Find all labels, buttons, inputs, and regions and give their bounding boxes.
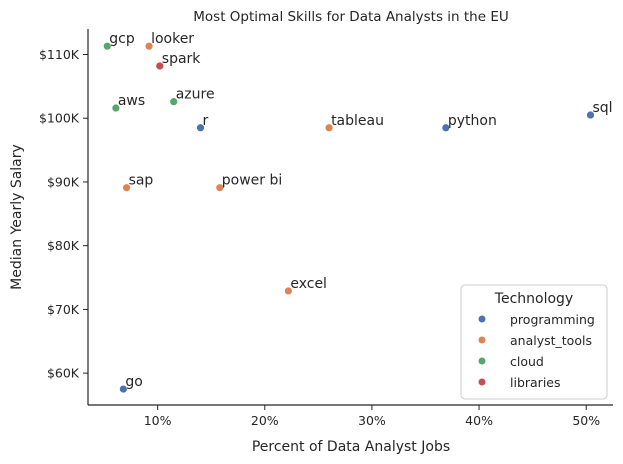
legend-title: Technology [494, 291, 573, 307]
plot-area: 10% 20% 30% 40% 50% $60K $70K $80K $90K $100K $11… [39, 29, 613, 428]
point-label-gcp: gcp [109, 31, 135, 47]
x-tick-label: 50% [572, 413, 600, 428]
point-label-excel: excel [290, 276, 327, 292]
data-point-azure [169, 97, 179, 107]
y-axis-label: Median Yearly Salary [9, 144, 25, 290]
point-label-aws: aws [118, 93, 145, 109]
data-point-sql [586, 110, 595, 120]
legend: Technology programming analyst_toolscloud… [460, 284, 608, 400]
data-point-sap [122, 183, 131, 193]
data-point-excel [283, 286, 293, 296]
point-label-sap: sap [129, 173, 154, 189]
point-label-tableau: tableau [331, 113, 384, 129]
point-label-go: go [125, 374, 142, 390]
data-points [102, 41, 595, 394]
point-label-azure: azure [176, 87, 215, 103]
y-tick-label: $90K [47, 174, 80, 189]
legend-label-cloud: cloud [510, 354, 544, 369]
x-tick-label: 10% [144, 413, 172, 428]
point-labels: sql python r go tableau looker power bi sap exce… [109, 31, 612, 390]
y-tick-label: $110K [39, 47, 80, 62]
data-point-tableau [324, 123, 334, 133]
point-label-r: r [203, 113, 209, 129]
data-point-power-bi [215, 183, 225, 193]
point-label-python: python [448, 113, 497, 129]
x-tick-label: 30% [358, 413, 386, 428]
legend-label-programming: programming [510, 312, 595, 327]
point-label-sql: sql [593, 100, 613, 116]
x-ticks: 10% 20% 30% 40% 50% [144, 405, 600, 428]
point-label-spark: spark [162, 51, 202, 67]
data-point-looker [144, 41, 154, 51]
data-point-go [118, 384, 128, 394]
x-tick-label: 20% [251, 413, 279, 428]
legend-box [460, 284, 608, 400]
x-axis-label: Percent of Data Analyst Jobs [252, 439, 450, 455]
y-tick-label: $80K [47, 238, 80, 253]
y-tick-label: $70K [47, 302, 80, 317]
y-ticks: $60K $70K $80K $90K $100K $110K [39, 47, 88, 381]
legend-label-analyst-tools: analyst_tools [510, 333, 592, 348]
chart-title: Most Optimal Skills for Data Analysts in… [193, 9, 508, 25]
legend-marker-cloud [478, 357, 486, 365]
data-point-python [441, 123, 451, 133]
data-point-spark [155, 61, 165, 71]
point-label-looker: looker [151, 31, 194, 47]
legend-marker-analyst-tools [478, 336, 486, 344]
legend-label-libraries: libraries [510, 375, 561, 390]
y-tick-label: $100K [39, 111, 80, 126]
legend-marker-programming [478, 315, 486, 323]
legend-marker-libraries [478, 378, 486, 386]
data-point-gcp [102, 41, 112, 51]
x-tick-label: 40% [465, 413, 493, 428]
y-tick-label: $60K [47, 366, 80, 381]
data-point-aws [111, 103, 121, 113]
data-point-r [196, 123, 205, 133]
point-label-power-bi: power bi [222, 173, 282, 189]
